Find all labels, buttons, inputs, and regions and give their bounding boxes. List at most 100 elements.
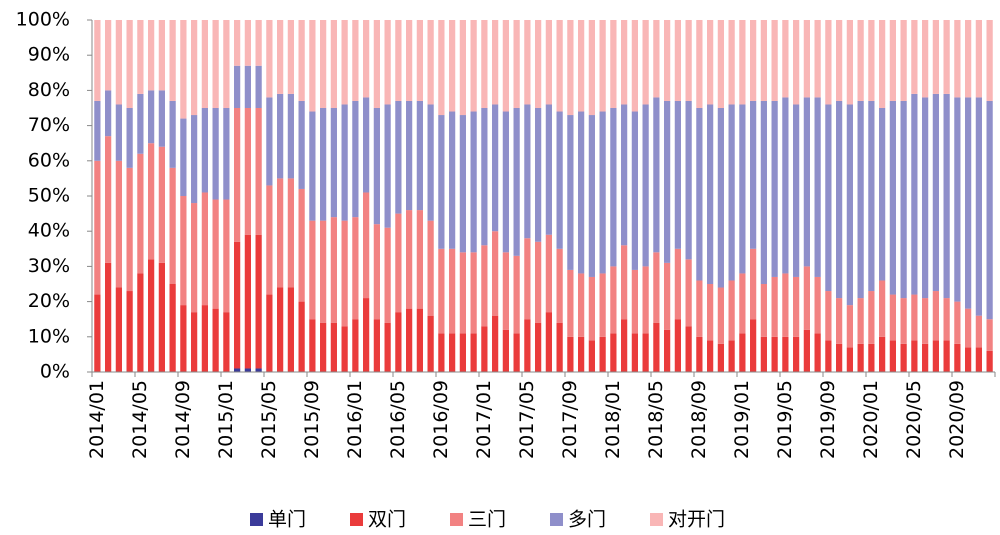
bar-segment	[846, 104, 853, 306]
bar-segment	[954, 343, 961, 372]
bar-segment	[621, 245, 628, 320]
bar-segment	[470, 333, 477, 372]
bar-segment	[352, 217, 359, 320]
bar-segment	[287, 287, 294, 372]
bar-segment	[406, 210, 413, 309]
bar-segment	[234, 241, 241, 369]
bar-segment	[524, 238, 531, 320]
bar-segment	[513, 20, 520, 108]
bar-segment	[879, 280, 886, 337]
bar-segment	[975, 315, 982, 348]
bar-segment	[567, 336, 574, 372]
bar-segment	[610, 333, 617, 372]
bar-segment	[212, 199, 219, 309]
bar-segment	[846, 347, 853, 372]
x-tick-label: 2019/09	[817, 380, 839, 459]
bar-segment	[481, 20, 488, 108]
bar-segment	[105, 262, 112, 372]
bar-segment	[631, 333, 638, 372]
bar-segment	[416, 210, 423, 309]
bar-segment	[793, 104, 800, 277]
bar-segment	[459, 115, 466, 253]
legend-label: 对开门	[668, 509, 725, 531]
legend-label: 多门	[568, 509, 606, 531]
bar-segment	[922, 298, 929, 344]
bar-segment	[825, 104, 832, 292]
y-tick-label: 10%	[28, 325, 70, 347]
bar-segment	[427, 104, 434, 221]
bar-segment	[395, 100, 402, 214]
bar-segment	[395, 312, 402, 372]
bar-segment	[664, 329, 671, 372]
bar-segment	[373, 108, 380, 225]
bar-segment	[717, 343, 724, 372]
bar-segment	[126, 20, 133, 108]
bar-segment	[395, 213, 402, 313]
bar-segment	[406, 20, 413, 101]
bar-segment	[470, 20, 477, 112]
bar-segment	[223, 20, 230, 108]
bar-segment	[760, 20, 767, 101]
bar-segment	[685, 20, 692, 101]
bar-segment	[255, 20, 262, 66]
bar-segment	[631, 111, 638, 270]
bar-segment	[137, 273, 144, 372]
bar-segment	[674, 100, 681, 249]
x-tick-label: 2018/01	[602, 380, 624, 459]
bar-segment	[717, 287, 724, 344]
x-tick-label: 2017/09	[559, 380, 581, 459]
bar-segment	[556, 20, 563, 112]
bar-segment	[567, 269, 574, 337]
bar-segment	[180, 118, 187, 196]
bar-segment	[803, 97, 810, 267]
bar-segment	[158, 90, 165, 147]
bar-segment	[191, 115, 198, 204]
legend-label: 单门	[268, 509, 306, 531]
bar-segment	[212, 20, 219, 108]
bar-segment	[427, 220, 434, 316]
bar-segment	[158, 262, 165, 372]
x-tick-label: 2015/09	[301, 380, 323, 459]
bar-segment	[793, 20, 800, 105]
bar-segment	[320, 220, 327, 323]
bar-segment	[728, 20, 735, 105]
bar-segment	[169, 100, 176, 168]
bar-segment	[814, 20, 821, 98]
bar-segment	[653, 252, 660, 323]
bar-segment	[158, 146, 165, 263]
bar-segment	[201, 20, 208, 108]
y-tick-label: 60%	[28, 149, 70, 171]
bar-segment	[158, 20, 165, 91]
bar-segment	[556, 111, 563, 249]
bar-segment	[535, 20, 542, 108]
bar-segment	[674, 248, 681, 320]
x-tick-label: 2019/01	[731, 380, 753, 459]
bar-segment	[234, 108, 241, 242]
bar-segment	[943, 20, 950, 94]
bar-segment	[416, 100, 423, 211]
bar-segment	[169, 20, 176, 101]
bar-segment	[298, 100, 305, 189]
y-tick-label: 0%	[40, 361, 70, 383]
bar-segment	[309, 20, 316, 112]
bar-segment	[266, 294, 273, 372]
bar-segment	[492, 20, 499, 105]
bar-segment	[201, 305, 208, 372]
x-tick-label: 2018/09	[688, 380, 710, 459]
bar-segment	[664, 100, 671, 263]
bar-segment	[674, 20, 681, 101]
bar-segment	[105, 20, 112, 91]
bar-segment	[889, 340, 896, 372]
bar-segment	[664, 20, 671, 101]
bar-segment	[739, 273, 746, 334]
bar-segment	[438, 333, 445, 372]
bar-segment	[94, 20, 101, 101]
bar-segment	[588, 115, 595, 277]
bar-segment	[782, 273, 789, 337]
bar-segment	[363, 97, 370, 193]
y-tick-label: 20%	[28, 290, 70, 312]
bar-segment	[115, 287, 122, 372]
bar-segment	[545, 234, 552, 313]
bar-segment	[492, 315, 499, 372]
x-tick-label: 2017/05	[516, 380, 538, 459]
